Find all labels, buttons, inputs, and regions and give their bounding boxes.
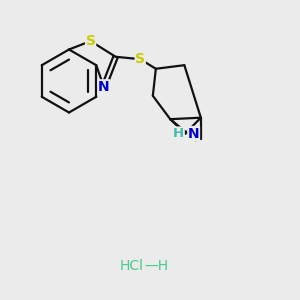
Text: N: N — [188, 127, 200, 141]
Text: HCl: HCl — [120, 259, 144, 272]
Text: H: H — [173, 127, 184, 140]
Text: N: N — [98, 80, 110, 94]
Text: S: S — [135, 52, 145, 66]
Text: S: S — [85, 34, 96, 48]
Text: —H: —H — [144, 259, 168, 272]
